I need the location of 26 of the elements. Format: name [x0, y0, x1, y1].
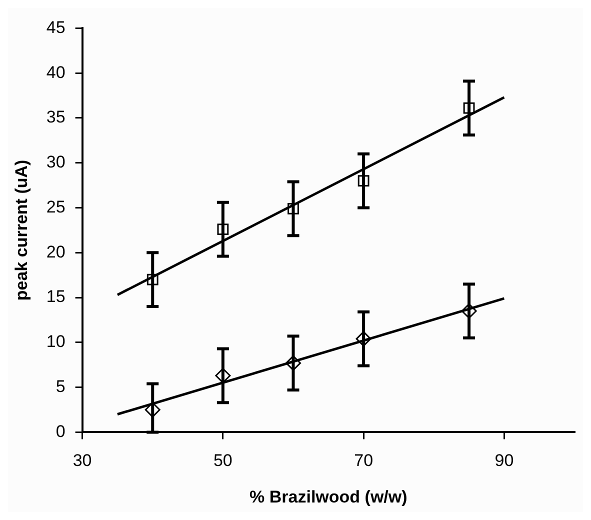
point	[217, 224, 229, 235]
y-tick-label: 30	[46, 152, 66, 172]
point	[461, 303, 477, 319]
point	[356, 331, 372, 347]
x-tick-label: 50	[213, 451, 232, 470]
y-tick-label: 25	[46, 197, 66, 216]
x-tick-label: 30	[72, 451, 92, 470]
point	[215, 368, 231, 384]
point	[286, 355, 301, 371]
x-tick-label: 90	[494, 451, 514, 470]
point	[146, 274, 158, 286]
y-tick-label: 5	[56, 377, 66, 396]
y-tick-label: 15	[46, 287, 66, 306]
y-tick-label: 35	[46, 108, 66, 127]
point	[144, 402, 160, 418]
point	[288, 202, 299, 214]
y-tick-label: 20	[46, 242, 66, 262]
y-tick-label: 10	[46, 332, 66, 352]
y-tick-label: 40	[46, 62, 66, 82]
x-axis-title: % Brazilwood (w/w)	[250, 487, 408, 506]
y-axis-title: peak current (uA)	[12, 160, 31, 301]
y-tick-label: 45	[46, 18, 66, 37]
point	[358, 175, 370, 187]
y-tick-label: 0	[56, 422, 66, 441]
point	[463, 102, 475, 114]
x-tick-label: 70	[354, 451, 374, 470]
